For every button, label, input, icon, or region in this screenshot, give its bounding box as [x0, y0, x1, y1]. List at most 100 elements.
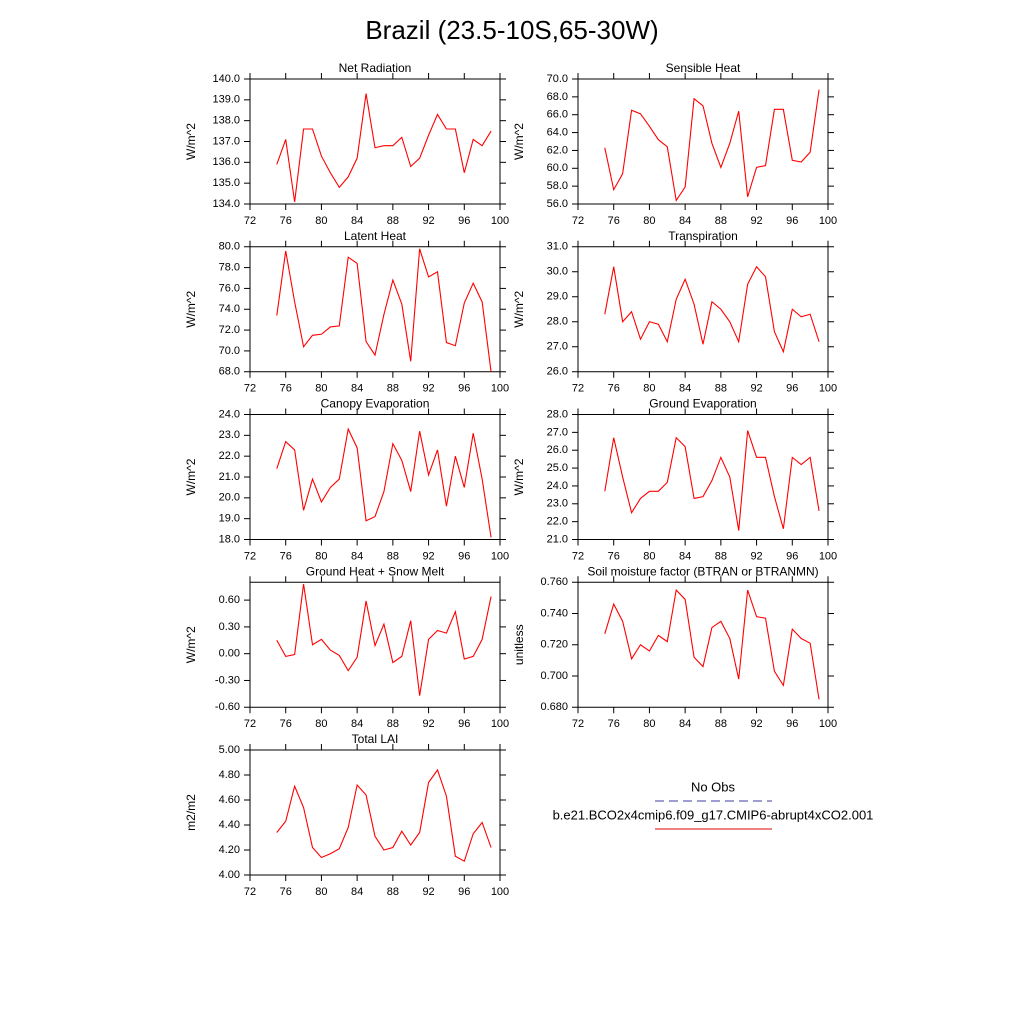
x-tick-label: 100	[491, 550, 509, 562]
x-tick-label: 88	[715, 718, 727, 730]
x-tick-label: 96	[458, 383, 470, 395]
x-tick-label: 92	[422, 215, 434, 227]
x-tick-label: 76	[280, 718, 292, 730]
y-tick-label: 0.720	[540, 639, 568, 651]
y-tick-label: 26.0	[547, 444, 568, 456]
x-tick-label: 96	[786, 550, 798, 562]
y-axis-label: W/m^2	[512, 123, 526, 160]
x-tick-label: 92	[750, 215, 762, 227]
x-tick-label: 72	[572, 550, 584, 562]
panel-title: Ground Evaporation	[649, 397, 756, 411]
x-tick-label: 84	[351, 383, 363, 395]
y-tick-label: 68.0	[219, 366, 240, 378]
y-tick-label: 0.680	[540, 701, 568, 713]
x-tick-label: 80	[315, 718, 327, 730]
x-tick-label: 100	[819, 215, 837, 227]
x-tick-label: 100	[819, 550, 837, 562]
y-tick-label: 28.0	[547, 408, 568, 420]
y-tick-label: 0.30	[219, 621, 240, 633]
x-tick-label: 76	[280, 550, 292, 562]
panel-title: Canopy Evaporation	[321, 397, 430, 411]
x-tick-label: 80	[643, 718, 655, 730]
y-tick-label: 140.0	[212, 73, 240, 85]
x-tick-label: 84	[351, 550, 363, 562]
x-tick-label: 84	[679, 718, 691, 730]
x-tick-label: 84	[679, 383, 691, 395]
y-axis-label: m2/m2	[184, 794, 198, 831]
x-tick-label: 92	[422, 886, 434, 898]
x-tick-label: 76	[280, 215, 292, 227]
y-tick-label: 25.0	[547, 462, 568, 474]
y-tick-label: 136.0	[212, 156, 240, 168]
x-tick-label: 76	[608, 215, 620, 227]
legend-label: b.e21.BCO2x4cmip6.f09_g17.CMIP6-abrupt4x…	[553, 807, 874, 822]
x-tick-label: 92	[422, 718, 434, 730]
x-tick-label: 84	[679, 550, 691, 562]
y-tick-label: -0.30	[215, 674, 240, 686]
y-tick-label: 78.0	[219, 261, 240, 273]
panel-title: Sensible Heat	[666, 61, 741, 75]
y-tick-label: 76.0	[219, 282, 240, 294]
y-tick-label: 70.0	[547, 73, 568, 85]
x-tick-label: 92	[750, 383, 762, 395]
y-tick-label: 24.0	[547, 480, 568, 492]
x-tick-label: 84	[351, 886, 363, 898]
data-line	[604, 430, 820, 531]
y-axis-label: W/m^2	[184, 123, 198, 160]
y-tick-label: 0.740	[540, 607, 568, 619]
plot-frame	[577, 414, 829, 540]
x-tick-label: 88	[387, 215, 399, 227]
y-tick-label: 30.0	[547, 266, 568, 278]
y-tick-label: 62.0	[547, 144, 568, 156]
y-tick-label: 137.0	[212, 135, 240, 147]
x-tick-label: 88	[715, 383, 727, 395]
y-tick-label: 60.0	[547, 162, 568, 174]
y-tick-label: 4.80	[219, 769, 240, 781]
data-line	[276, 583, 492, 696]
y-tick-label: 135.0	[212, 177, 240, 189]
y-axis-label: W/m^2	[184, 290, 198, 327]
y-tick-label: 74.0	[219, 303, 240, 315]
y-axis-label: W/m^2	[512, 290, 526, 327]
x-tick-label: 88	[387, 886, 399, 898]
x-tick-label: 100	[491, 215, 509, 227]
y-tick-label: 29.0	[547, 291, 568, 303]
panel-title: Net Radiation	[339, 61, 412, 75]
x-tick-label: 72	[244, 383, 256, 395]
x-tick-label: 72	[572, 383, 584, 395]
y-tick-label: 19.0	[219, 513, 240, 525]
plot-frame	[249, 581, 501, 708]
y-tick-label: 70.0	[219, 345, 240, 357]
x-tick-label: 92	[750, 718, 762, 730]
x-tick-label: 80	[643, 215, 655, 227]
data-line	[604, 588, 820, 700]
x-tick-label: 76	[280, 383, 292, 395]
x-tick-label: 100	[819, 383, 837, 395]
data-line	[276, 248, 492, 372]
y-tick-label: 0.700	[540, 670, 568, 682]
y-tick-label: 80.0	[219, 241, 240, 253]
y-tick-label: 0.60	[219, 594, 240, 606]
y-tick-label: 24.0	[219, 408, 240, 420]
x-tick-label: 96	[458, 215, 470, 227]
x-tick-label: 96	[786, 383, 798, 395]
x-tick-label: 100	[491, 886, 509, 898]
x-tick-label: 76	[608, 550, 620, 562]
y-tick-label: 138.0	[212, 115, 240, 127]
y-axis-label: W/m^2	[512, 458, 526, 495]
y-tick-label: 0.00	[219, 648, 240, 660]
x-tick-label: 88	[387, 383, 399, 395]
data-line	[276, 768, 492, 863]
y-tick-label: 58.0	[547, 180, 568, 192]
y-tick-label: 26.0	[547, 366, 568, 378]
x-tick-label: 96	[786, 215, 798, 227]
data-line	[276, 93, 492, 202]
y-tick-label: 22.0	[547, 516, 568, 528]
x-tick-label: 92	[422, 550, 434, 562]
y-axis-label: W/m^2	[184, 626, 198, 663]
x-tick-label: 76	[280, 886, 292, 898]
panel-title: Latent Heat	[344, 229, 407, 243]
y-tick-label: 4.40	[219, 819, 240, 831]
data-line	[604, 89, 820, 202]
